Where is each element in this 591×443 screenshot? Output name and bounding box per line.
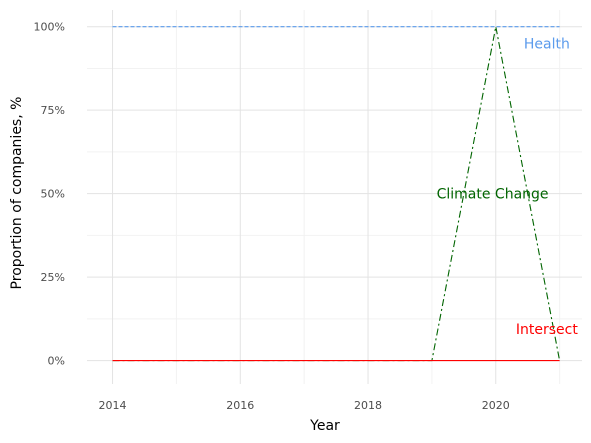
y-tick-label: 75% [41,104,65,117]
axis-ticks: 2014 2016 2018 2020 0% 25% 50% 75% 100% [34,21,510,412]
series-label-health: Health [524,36,570,52]
y-tick-label: 50% [41,188,65,201]
series-label-climate-change: Climate Change [437,187,549,203]
series-label-intersect: Intersect [516,322,578,338]
series-line-climate-change [112,26,561,362]
x-tick-label: 2020 [482,399,510,412]
y-tick-label: 100% [34,21,65,34]
x-tick-label: 2014 [99,399,127,412]
series-lines [112,26,561,362]
y-axis-title: Proportion of companies, % [9,97,25,290]
x-axis-title: Year [309,418,340,434]
series-labels: Health Climate Change Intersect [437,36,579,338]
y-tick-label: 25% [41,271,65,284]
x-tick-label: 2018 [354,399,382,412]
x-tick-label: 2016 [226,399,254,412]
y-tick-label: 0% [48,355,65,368]
